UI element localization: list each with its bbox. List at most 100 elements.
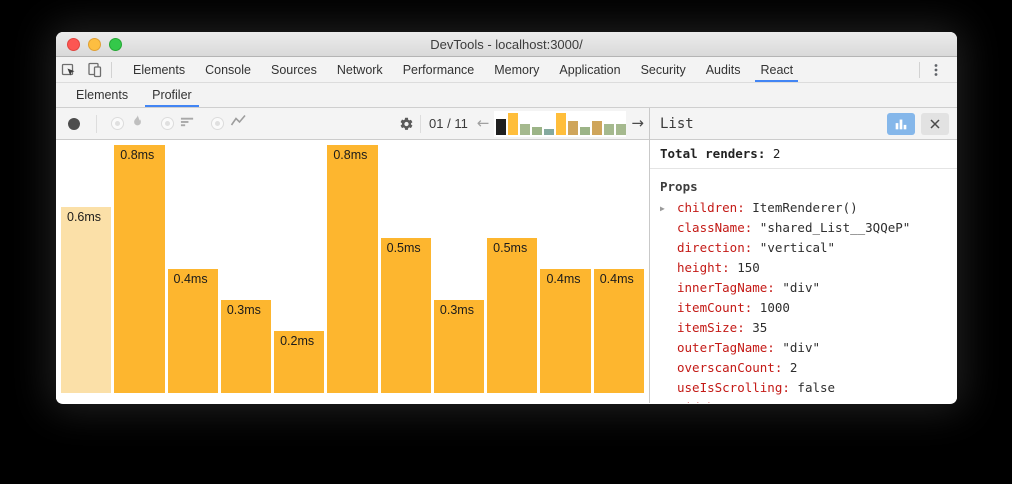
next-snapshot-arrow-icon[interactable]: →	[631, 114, 644, 132]
expand-arrow-icon[interactable]: ▶	[660, 204, 665, 213]
interactions-radio[interactable]	[211, 117, 224, 130]
prop-overscanCount[interactable]: overscanCount: 2	[650, 358, 957, 378]
react-sub-tab-bar: Elements Profiler	[56, 83, 957, 108]
flamegraph-mode-group	[111, 114, 145, 134]
snapshot-bar-11[interactable]	[616, 123, 627, 135]
toolbar-divider	[111, 61, 112, 78]
profiler-toolbar: 01 / 11 ← →	[56, 108, 649, 140]
tab-sources[interactable]: Sources	[270, 62, 317, 77]
interactions-mode-group	[211, 114, 247, 134]
bar-duration-label: 0.8ms	[120, 148, 155, 162]
bar-duration-label: 0.4ms	[599, 272, 634, 286]
previous-snapshot-arrow-icon[interactable]: ←	[476, 114, 490, 132]
snapshot-bar-4[interactable]	[532, 126, 543, 135]
snapshot-bar-8[interactable]	[580, 126, 591, 135]
total-renders-label: Total renders:	[660, 146, 766, 161]
tab-performance[interactable]: Performance	[402, 62, 475, 77]
prop-key: itemCount:	[677, 300, 753, 315]
component-details-pane: List Total renders: 2 Props ▶ children: I…	[650, 108, 957, 403]
prop-key: direction:	[677, 240, 753, 255]
prop-key: useIsScrolling:	[677, 380, 790, 395]
ranked-chart-icon[interactable]	[180, 114, 195, 134]
prop-value: 150	[729, 260, 760, 275]
snapshot-bar-6[interactable]	[556, 112, 567, 135]
prop-key: height:	[677, 260, 730, 275]
subtab-elements[interactable]: Elements	[76, 88, 129, 102]
component-name: List	[660, 115, 694, 132]
prop-width[interactable]: width: 300	[650, 398, 957, 403]
prop-key: innerTagName:	[677, 280, 775, 295]
ranked-radio[interactable]	[161, 117, 174, 130]
profiler-content: 01 / 11 ← → 0.6ms 0.8ms 0.4ms 0.3ms 0.2ms 0.8…	[56, 108, 957, 403]
tab-network[interactable]: Network	[336, 62, 383, 77]
minimize-window-button[interactable]	[88, 37, 101, 51]
snapshot-bar-5[interactable]	[544, 128, 555, 135]
bar-duration-label: 0.5ms	[386, 241, 421, 255]
prop-innerTagName[interactable]: innerTagName: "div"	[650, 278, 957, 298]
tab-elements[interactable]: Elements	[133, 62, 186, 77]
more-options-icon[interactable]	[923, 58, 949, 82]
snapshot-bar-2[interactable]	[508, 112, 519, 135]
tab-audits[interactable]: Audits	[705, 62, 741, 77]
commit-bar-1[interactable]: 0.6ms	[61, 207, 112, 393]
prop-value: 35	[744, 320, 768, 335]
line-chart-icon[interactable]	[230, 114, 247, 134]
commit-bar-4[interactable]: 0.3ms	[220, 300, 272, 393]
prop-direction[interactable]: direction: "vertical"	[650, 238, 957, 258]
tab-console[interactable]: Console	[205, 62, 251, 77]
bar-duration-label: 0.6ms	[67, 210, 102, 224]
flame-icon[interactable]	[130, 114, 145, 134]
commit-bar-chart: 0.6ms 0.8ms 0.4ms 0.3ms 0.2ms 0.8ms 0.5ms 0.3ms…	[56, 140, 649, 403]
prop-itemCount[interactable]: itemCount: 1000	[650, 298, 957, 318]
snapshot-bar-9[interactable]	[592, 120, 603, 135]
gear-icon[interactable]	[398, 116, 414, 132]
prop-key: outerTagName:	[677, 340, 775, 355]
prop-value: "div"	[774, 340, 820, 355]
toolbar-divider	[919, 61, 920, 78]
prop-outerTagName[interactable]: outerTagName: "div"	[650, 338, 957, 358]
prop-children[interactable]: ▶ children: ItemRenderer()	[650, 198, 957, 218]
prop-className[interactable]: className: "shared_List__3QQeP"	[650, 218, 957, 238]
zoom-window-button[interactable]	[109, 37, 122, 51]
view-renders-chart-button[interactable]	[887, 112, 915, 135]
prop-value: "shared_List__3QQeP"	[752, 220, 911, 235]
snapshot-bar-10[interactable]	[604, 123, 615, 135]
commit-bar-7[interactable]: 0.5ms	[380, 238, 431, 393]
prop-itemSize[interactable]: itemSize: 35	[650, 318, 957, 338]
tab-security[interactable]: Security	[640, 62, 686, 77]
prop-useIsScrolling[interactable]: useIsScrolling: false	[650, 378, 957, 398]
record-button[interactable]	[68, 117, 80, 130]
tab-memory[interactable]: Memory	[494, 62, 540, 77]
bar-duration-label: 0.4ms	[173, 272, 208, 286]
prop-key: itemSize:	[677, 320, 745, 335]
subtab-profiler[interactable]: Profiler	[140, 83, 204, 107]
commit-bar-3[interactable]: 0.4ms	[167, 269, 218, 393]
window-titlebar: DevTools - localhost:3000/	[56, 32, 957, 57]
bar-duration-label: 0.3ms	[439, 303, 474, 317]
tab-application[interactable]: Application	[559, 62, 621, 77]
bar-duration-label: 0.3ms	[226, 303, 261, 317]
commit-bar-9[interactable]: 0.5ms	[487, 238, 538, 393]
prop-height[interactable]: height: 150	[650, 258, 957, 278]
tab-react[interactable]: React	[750, 57, 803, 82]
inspect-element-icon[interactable]	[56, 58, 82, 82]
close-window-button[interactable]	[67, 37, 80, 51]
commit-bar-5[interactable]: 0.2ms	[274, 331, 325, 393]
toolbar-divider	[420, 114, 422, 133]
commit-bar-2[interactable]: 0.8ms	[114, 145, 165, 393]
commit-bar-6[interactable]: 0.8ms	[327, 145, 378, 393]
close-panel-icon[interactable]	[921, 112, 949, 135]
prop-key: overscanCount:	[677, 360, 783, 375]
flamegraph-radio[interactable]	[111, 117, 124, 130]
snapshot-bar-3[interactable]	[520, 123, 531, 135]
device-toolbar-icon[interactable]	[82, 58, 108, 82]
commit-bar-11[interactable]: 0.4ms	[593, 269, 644, 393]
commit-bar-10[interactable]: 0.4ms	[540, 269, 591, 393]
prop-value: "vertical"	[752, 240, 836, 255]
commit-bar-8[interactable]: 0.3ms	[433, 300, 485, 393]
traffic-lights	[67, 37, 122, 51]
total-renders-row: Total renders: 2	[650, 140, 957, 169]
props-heading: Props	[660, 179, 698, 194]
snapshot-bar-1[interactable]	[496, 118, 507, 135]
snapshot-bar-7[interactable]	[568, 120, 579, 135]
